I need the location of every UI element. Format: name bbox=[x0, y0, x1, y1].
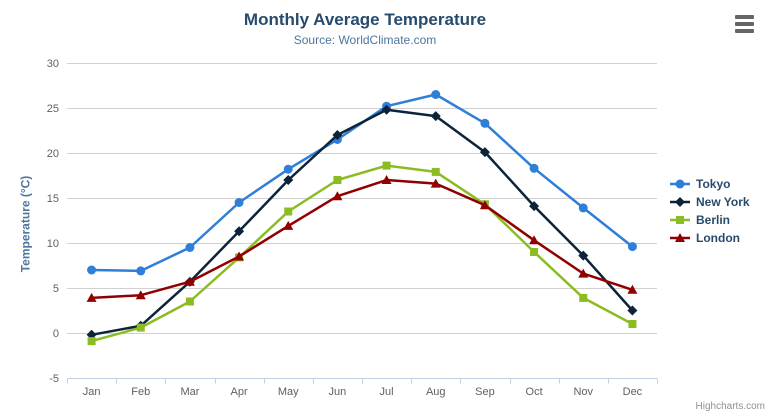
x-tick-label: Apr bbox=[231, 386, 248, 398]
square-marker-icon bbox=[670, 216, 690, 224]
legend: Tokyo New York Berlin London bbox=[669, 175, 750, 247]
x-tick-label: Jul bbox=[380, 386, 394, 398]
legend-label: Berlin bbox=[696, 213, 731, 227]
legend-label: Tokyo bbox=[696, 177, 731, 191]
hamburger-menu-icon bbox=[735, 15, 754, 19]
x-axis: Jan Feb Mar Apr May Jun Jul Aug Sep Oct Nov Dec bbox=[67, 378, 658, 398]
x-tick-label: Dec bbox=[623, 386, 643, 398]
y-tick-label: -5 bbox=[49, 373, 59, 385]
diamond-marker-icon bbox=[670, 197, 690, 207]
y-tick-label: 15 bbox=[47, 193, 59, 205]
x-tick-label: Nov bbox=[573, 386, 593, 398]
x-tick-label: Jan bbox=[83, 386, 101, 398]
y-tick-label: 10 bbox=[47, 238, 59, 250]
legend-item-new-york[interactable]: New York bbox=[669, 193, 750, 211]
y-tick-label: 0 bbox=[53, 328, 59, 340]
x-tick-label: May bbox=[278, 386, 299, 398]
chart-subtitle: Source: WorldClimate.com bbox=[293, 33, 437, 47]
series-tokyo[interactable] bbox=[87, 90, 637, 276]
gridlines bbox=[67, 63, 657, 379]
x-tick-label: Jun bbox=[329, 386, 347, 398]
chart-title: Monthly Average Temperature bbox=[243, 10, 487, 29]
legend-label: New York bbox=[696, 195, 750, 209]
y-tick-label: 20 bbox=[47, 148, 59, 160]
series-new-york[interactable] bbox=[86, 104, 638, 340]
legend-item-berlin[interactable]: Berlin bbox=[669, 211, 750, 229]
series-london[interactable] bbox=[86, 175, 638, 302]
circle-marker-icon bbox=[670, 179, 690, 189]
y-tick-label: 30 bbox=[47, 58, 59, 70]
context-menu-button[interactable] bbox=[735, 14, 755, 34]
x-tick-label: Feb bbox=[131, 386, 150, 398]
x-tick-label: Sep bbox=[475, 386, 495, 398]
highcharts-credit-link[interactable]: Highcharts.com bbox=[695, 401, 765, 412]
legend-item-tokyo[interactable]: Tokyo bbox=[669, 175, 750, 193]
x-tick-label: Mar bbox=[180, 386, 199, 398]
y-tick-label: 25 bbox=[47, 103, 59, 115]
y-tick-label: 5 bbox=[53, 283, 59, 295]
x-tick-label: Oct bbox=[526, 386, 543, 398]
triangle-marker-icon bbox=[670, 233, 690, 242]
x-tick-label: Aug bbox=[426, 386, 446, 398]
legend-item-london[interactable]: London bbox=[669, 229, 750, 247]
y-axis-labels: -5 0 5 10 15 20 25 30 bbox=[47, 58, 59, 385]
legend-label: London bbox=[696, 231, 740, 245]
